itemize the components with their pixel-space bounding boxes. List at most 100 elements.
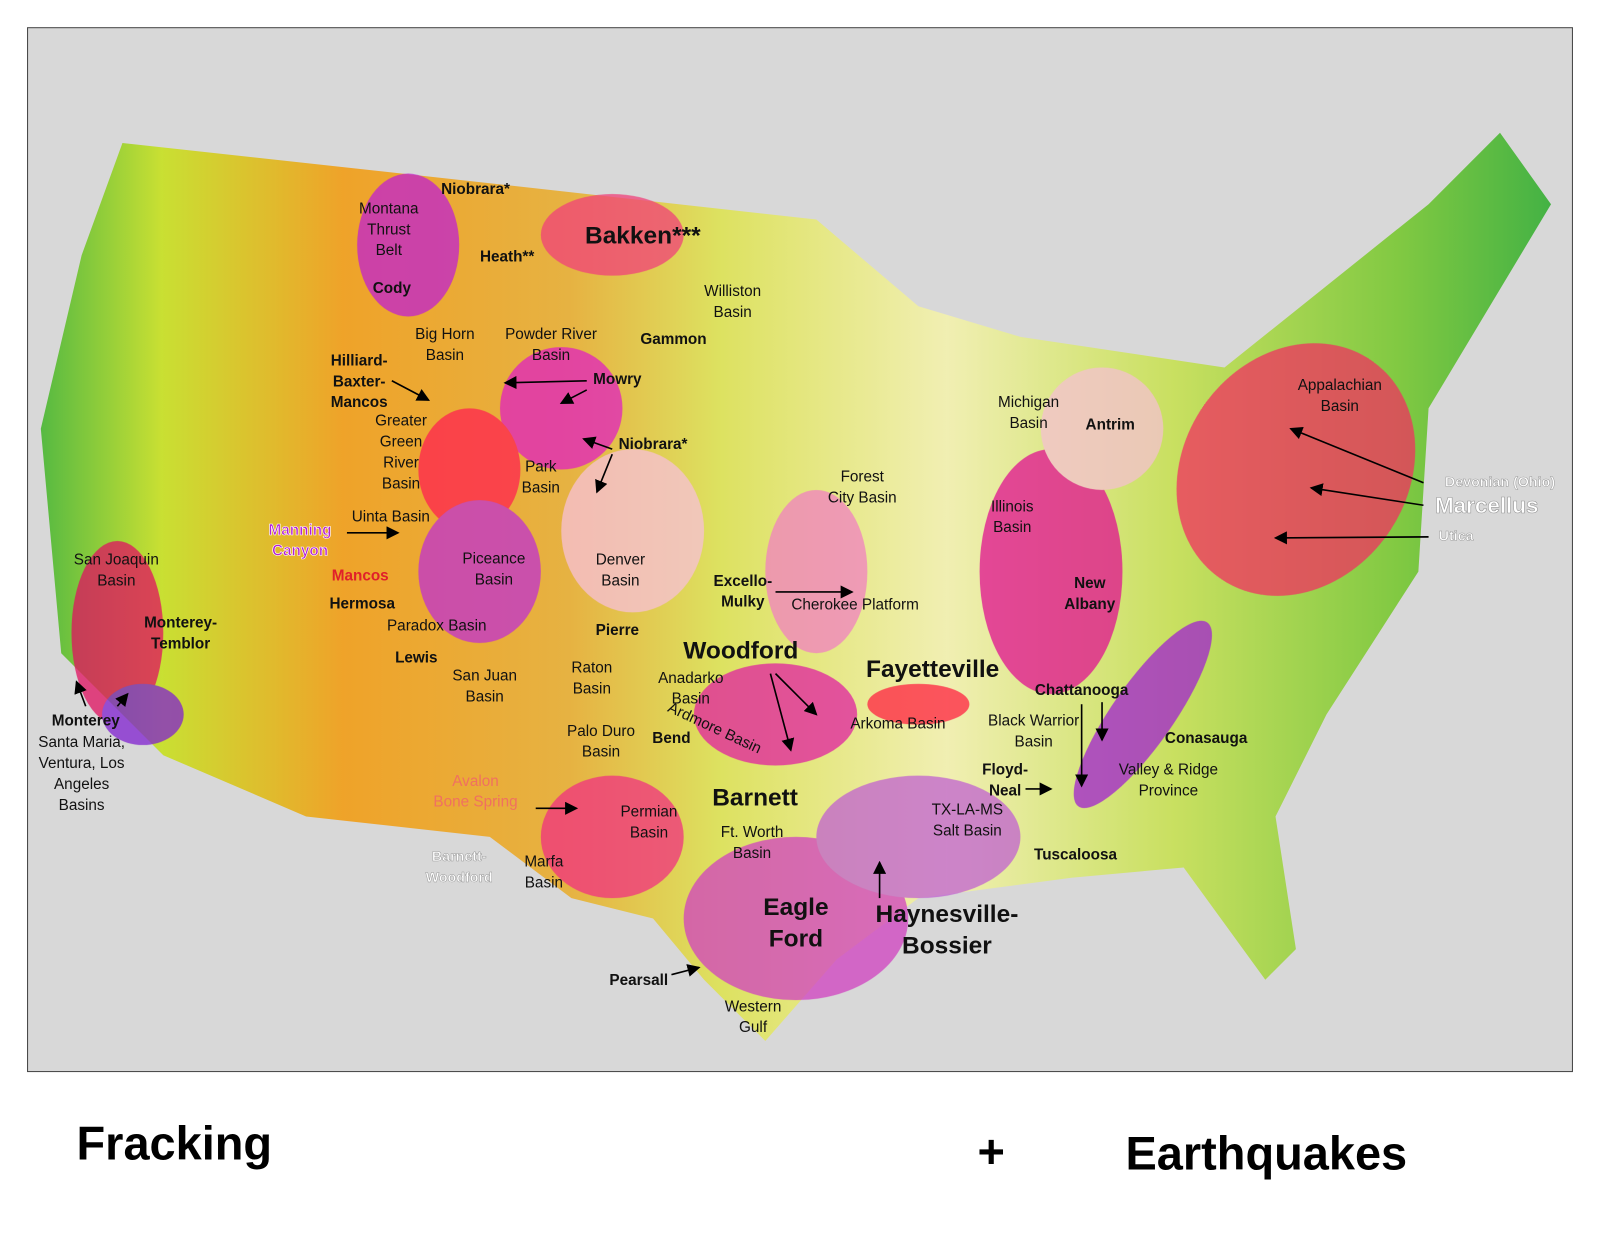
basin-label: Mowry xyxy=(593,371,642,388)
basin-label: Valley & Ridge xyxy=(1119,762,1218,779)
basin-label: Marfa xyxy=(524,853,564,870)
basin-label: Niobrara* xyxy=(619,436,688,453)
basin-label: Eagle xyxy=(763,894,828,921)
basin-label: Basin xyxy=(382,475,420,492)
basin-label: Forest xyxy=(841,469,885,486)
basin-label: Basin xyxy=(630,824,668,841)
basin-label: City Basin xyxy=(828,490,897,507)
basin-label: Canyon xyxy=(272,543,328,560)
arrow xyxy=(769,673,795,752)
basin-label: Appalachian xyxy=(1298,377,1382,394)
basin-label: Basin xyxy=(525,874,563,891)
basin-label: Paradox Basin xyxy=(387,618,487,635)
basin-label: Bone Spring xyxy=(433,794,517,811)
basin-label: Mancos xyxy=(332,568,389,585)
basin-label: Ventura, Los xyxy=(39,755,125,772)
basin-label: Basin xyxy=(733,845,771,862)
basin-label: Basin xyxy=(993,519,1031,536)
basin-label: Basin xyxy=(672,691,710,708)
basin-label: Utica xyxy=(1439,529,1475,545)
caption-right: Earthquakes xyxy=(1126,1128,1408,1180)
basin-label: Pierre xyxy=(596,622,639,639)
basin-label: Denver xyxy=(596,551,645,568)
arrow xyxy=(559,389,588,404)
arrow xyxy=(503,375,587,390)
arrow xyxy=(582,436,613,450)
basin-label: Conasauga xyxy=(1165,730,1248,747)
basin-label: Province xyxy=(1139,783,1199,800)
basin-label: San Joaquin xyxy=(74,551,159,568)
basin-label: Avalon xyxy=(452,773,499,790)
basin-label: Raton xyxy=(571,660,612,677)
basin-label: Cherokee Platform xyxy=(791,596,919,613)
basin-label: Basins xyxy=(59,797,105,814)
basin-label: Woodford xyxy=(683,638,798,665)
basin-label: Basin xyxy=(582,744,620,761)
basin-label: Cody xyxy=(373,280,412,297)
basin-label: Monterey- xyxy=(144,615,217,632)
arrow xyxy=(115,692,129,707)
basin-label: Anadarko xyxy=(658,670,723,687)
basin-label: Greater xyxy=(375,413,427,430)
basin-label: Basin xyxy=(1015,734,1053,751)
arrow xyxy=(74,680,87,707)
basin-label: Pearsall xyxy=(609,972,668,989)
basin-label: Bend xyxy=(652,730,690,747)
basin-label: Michigan xyxy=(998,394,1059,411)
basin-label: Gulf xyxy=(739,1019,768,1036)
basin-label: Devonian (Ohio) xyxy=(1445,475,1555,491)
basin-label: Hermosa xyxy=(330,595,396,612)
basin-label: San Juan xyxy=(452,668,517,685)
basin-label: Bossier xyxy=(902,933,992,960)
arrow xyxy=(391,380,431,401)
arrow xyxy=(671,964,701,977)
basin-label: Powder River xyxy=(505,326,597,343)
basin-label: Excello- xyxy=(714,573,773,590)
arrow xyxy=(595,453,614,494)
basin-label: Monterey xyxy=(52,713,120,730)
basin-label: Big Horn xyxy=(415,326,475,343)
basin-label: Lewis xyxy=(395,649,438,666)
arrows xyxy=(74,375,1429,977)
basin-label: Baxter- xyxy=(333,373,386,390)
basin-label: Green xyxy=(380,434,423,451)
basin-label: Santa Maria, xyxy=(38,734,125,751)
basin-label: Antrim xyxy=(1086,417,1135,434)
arrow xyxy=(774,673,818,716)
basin-label: Basin xyxy=(1009,415,1047,432)
arrow xyxy=(1273,531,1429,545)
basin-label: Angeles xyxy=(54,776,110,793)
basin-label: Heath** xyxy=(480,248,534,265)
arrow xyxy=(1309,483,1424,507)
basin-label: Belt xyxy=(376,242,403,259)
basin-label: Barnett- xyxy=(432,849,487,865)
basin-label: Basin xyxy=(573,680,611,697)
basin-label: Park xyxy=(525,459,557,476)
basin-label: Uinta Basin xyxy=(352,509,430,526)
basin-label: Gammon xyxy=(640,331,706,348)
basin-label: Bakken*** xyxy=(585,222,701,249)
basin-label: Western xyxy=(725,998,782,1015)
basin-label: Salt Basin xyxy=(933,822,1002,839)
basin-label: Barnett xyxy=(712,785,798,812)
basin-label: Montana xyxy=(359,200,419,217)
basin-label: Woodford xyxy=(426,870,493,886)
basin-label: Tuscaloosa xyxy=(1034,846,1118,863)
basin-label: Basin xyxy=(475,571,513,588)
basin-label: Black Warrior xyxy=(988,713,1079,730)
basin-label: Fayetteville xyxy=(866,656,999,683)
basin-label: TX-LA-MS xyxy=(932,801,1003,818)
basin-label: Mulky xyxy=(721,594,765,611)
basin-label: Basin xyxy=(714,304,752,321)
basin-label: Basin xyxy=(532,347,570,364)
basin-label: Manning xyxy=(269,522,332,539)
basin-label: Hilliard- xyxy=(331,352,388,369)
basin-label: Basin xyxy=(426,347,464,364)
basin-label: Neal xyxy=(989,783,1021,800)
basin-label: Haynesville- xyxy=(876,901,1019,928)
basin-label: Niobrara* xyxy=(441,181,510,198)
basin-label: Basin xyxy=(522,479,560,496)
basin-label: Basin xyxy=(97,572,135,589)
basin-label: Temblor xyxy=(151,636,210,653)
